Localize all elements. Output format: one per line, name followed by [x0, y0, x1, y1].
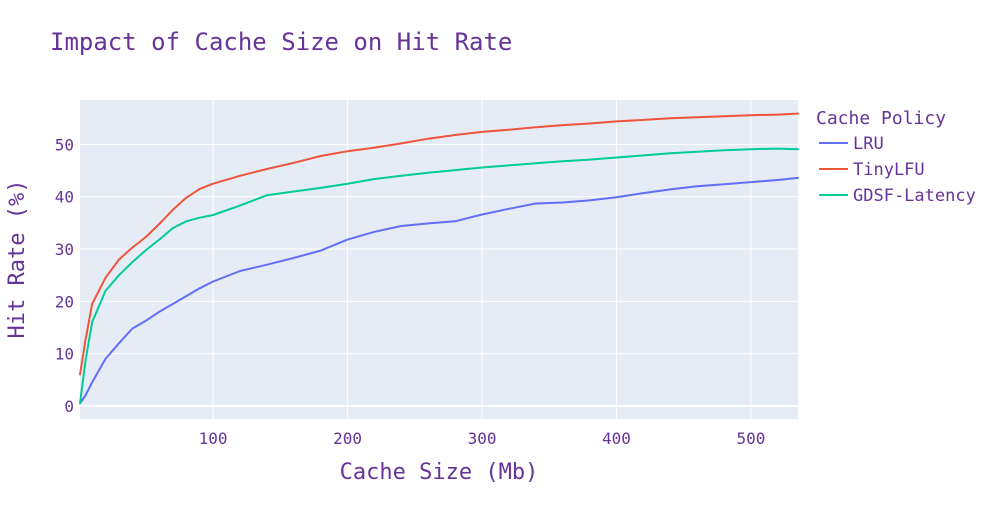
x-tick-label: 500	[736, 429, 765, 448]
series-line-tinylfu	[79, 112, 799, 376]
y-tick-label: 20	[55, 292, 74, 311]
plot-area	[80, 100, 798, 419]
legend: Cache Policy LRU TinyLFU GDSF-Latency	[816, 108, 976, 206]
y-axis-title: Hit Rate (%)	[5, 180, 30, 339]
x-tick-label: 400	[602, 429, 631, 448]
y-axis-ticks: 0 10 20 30 40 50	[55, 135, 74, 415]
x-axis-title: Cache Size (Mb)	[340, 460, 539, 485]
gridlines	[80, 100, 798, 419]
x-tick-label: 100	[199, 429, 228, 448]
series-lines	[79, 112, 799, 405]
y-tick-label: 30	[55, 240, 74, 259]
legend-item-label: LRU	[853, 134, 884, 154]
x-tick-label: 300	[468, 429, 497, 448]
series-line-gdsf-latency	[79, 147, 799, 405]
x-axis-ticks: 100 200 300 400 500	[199, 429, 766, 448]
series-line-lru	[79, 176, 799, 405]
y-tick-label: 0	[64, 397, 74, 416]
legend-item-label: GDSF-Latency	[853, 186, 976, 206]
legend-item-label: TinyLFU	[853, 160, 925, 180]
legend-title: Cache Policy	[816, 108, 946, 129]
x-tick-label: 200	[333, 429, 362, 448]
chart-title: Impact of Cache Size on Hit Rate	[50, 28, 512, 56]
y-tick-label: 40	[55, 188, 74, 207]
y-tick-label: 50	[55, 135, 74, 154]
y-tick-label: 10	[55, 345, 74, 364]
